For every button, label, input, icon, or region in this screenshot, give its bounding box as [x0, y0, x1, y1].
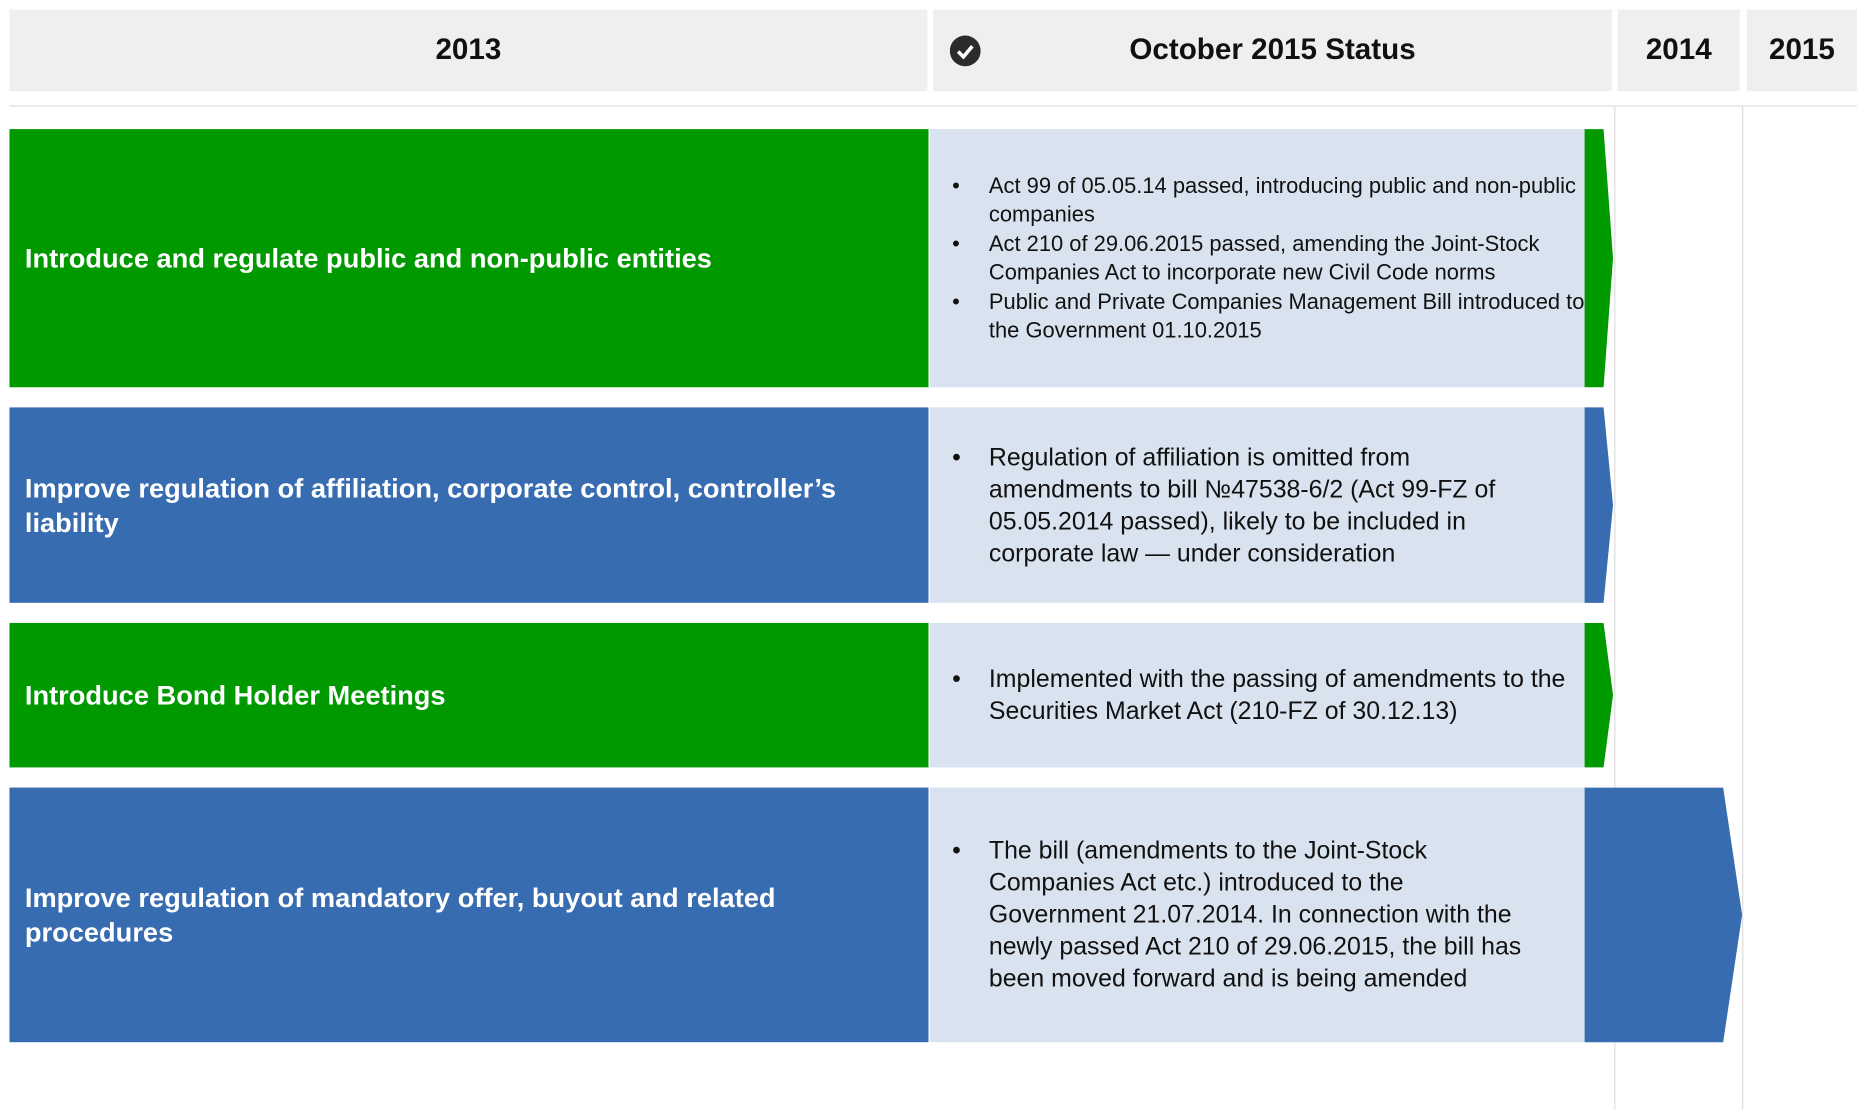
row-title: Improve regulation of mandatory offer, b…: [9, 787, 929, 1043]
row-title-text: Improve regulation of mandatory offer, b…: [24, 881, 776, 947]
bullet-list: The bill (amendments to the Joint-Stock …: [930, 835, 1546, 995]
arrow-shape: [1584, 787, 1743, 1043]
bullet: Act 99 of 05.05.14 passed, introducing p…: [952, 171, 1585, 229]
header-status-text: October 2015 Status: [1129, 33, 1416, 67]
bullet: Public and Private Companies Management …: [952, 287, 1585, 345]
row-title: Introduce Bond Holder Meetings: [9, 622, 929, 768]
header-status: October 2015 Status: [933, 9, 1612, 92]
row-title: Introduce and regulate public and non-pu…: [9, 129, 929, 388]
status-cell: Regulation of affiliation is omitted fro…: [929, 407, 1585, 603]
row-title-text: Improve regulation of affiliation, corpo…: [24, 471, 837, 538]
row-title-text: Introduce and regulate public and non-pu…: [24, 242, 712, 273]
bullet-list: Regulation of affiliation is omitted fro…: [930, 441, 1534, 569]
bullet: The bill (amendments to the Joint-Stock …: [952, 835, 1546, 995]
progress-arrow: [1584, 787, 1743, 1043]
progress-arrow: [1584, 622, 1614, 768]
arrow-shape: [1584, 622, 1614, 768]
header-2013: 2013: [9, 9, 928, 92]
status-cell: Implemented with the passing of amendmen…: [929, 622, 1585, 768]
column-divider: [1742, 106, 1744, 1110]
arrow-shape: [1584, 129, 1614, 388]
row-title: Improve regulation of affiliation, corpo…: [9, 407, 929, 603]
row-title-text: Introduce Bond Holder Meetings: [24, 679, 446, 710]
header-rule: [9, 105, 1857, 107]
bullet: Implemented with the passing of amendmen…: [952, 663, 1585, 727]
bullet: Regulation of affiliation is omitted fro…: [952, 441, 1534, 569]
check-icon: [949, 35, 981, 67]
progress-arrow: [1584, 129, 1614, 388]
status-cell: Act 99 of 05.05.14 passed, introducing p…: [929, 129, 1585, 388]
bullet-list: Implemented with the passing of amendmen…: [930, 663, 1585, 727]
arrow-shape: [1584, 407, 1614, 603]
header-2015: 2015: [1746, 9, 1857, 92]
status-cell: The bill (amendments to the Joint-Stock …: [929, 787, 1585, 1043]
progress-arrow: [1584, 407, 1614, 603]
bullet: Act 210 of 29.06.2015 passed, amending t…: [952, 229, 1585, 287]
bullet-list: Act 99 of 05.05.14 passed, introducing p…: [930, 171, 1585, 345]
header-2014: 2014: [1617, 9, 1740, 92]
column-divider: [1614, 106, 1616, 1110]
